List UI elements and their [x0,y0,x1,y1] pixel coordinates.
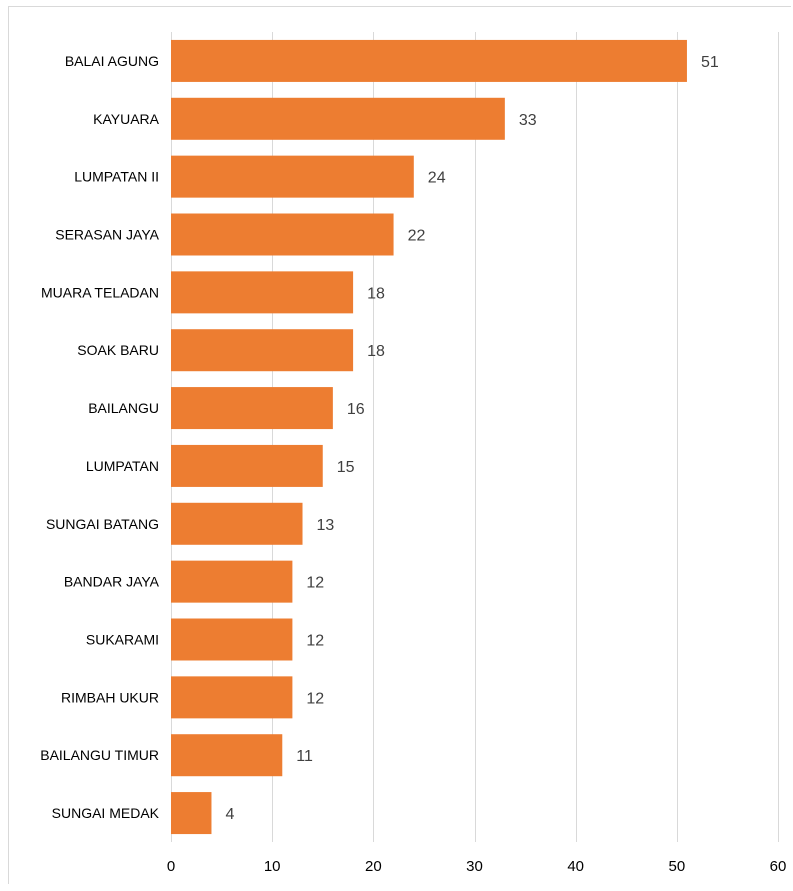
category-label-bandar-jaya: BANDAR JAYA [64,574,160,590]
bar-muara-teladan [171,271,354,314]
x-tick-label-60: 60 [770,858,787,875]
bar-balai-agung [171,39,687,82]
data-label-sukarami: 12 [306,633,324,650]
category-label-bailangu: BAILANGU [88,400,159,416]
bar-bandar-jaya [171,560,293,603]
data-labels: 51 33 24 22 18 18 16 15 13 12 12 12 11 4 [225,54,718,823]
data-label-muara-teladan: 18 [367,285,385,302]
x-tick-label-40: 40 [567,858,584,875]
bar-sungai-batang [171,502,303,545]
category-label-muara-teladan: MUARA TELADAN [41,284,159,300]
data-label-balai-agung: 51 [701,54,719,71]
category-label-kayuara: KAYUARA [93,111,160,127]
x-axis-tick-labels: 0 10 20 30 40 50 60 [167,858,787,875]
x-tick-label-10: 10 [264,858,281,875]
category-label-lumpatan-ii: LUMPATAN II [74,169,159,185]
category-label-balai-agung: BALAI AGUNG [65,53,159,69]
x-tick-label-20: 20 [365,858,382,875]
data-label-bandar-jaya: 12 [306,575,324,592]
category-label-sungai-medak: SUNGAI MEDAK [52,805,160,821]
bar-bailangu-timur [171,734,283,777]
bar-lumpatan-ii [171,155,414,198]
category-label-bailangu-timur: BAILANGU TIMUR [40,747,159,763]
data-label-lumpatan-ii: 24 [428,170,446,187]
x-tick-label-0: 0 [167,858,175,875]
data-label-rimbah-ukur: 12 [306,690,324,707]
bar-sungai-medak [171,792,212,835]
category-label-rimbah-ukur: RIMBAH UKUR [61,689,159,705]
bar-kayuara [171,97,505,140]
category-label-sukarami: SUKARAMI [86,632,159,648]
data-label-serasan-jaya: 22 [408,228,426,245]
data-label-bailangu-timur: 11 [296,748,313,765]
data-label-bailangu: 16 [347,401,365,418]
chart-border [8,6,791,884]
bar-lumpatan [171,444,323,487]
data-label-soak-baru: 18 [367,343,385,360]
x-tick-label-30: 30 [466,858,483,875]
category-label-soak-baru: SOAK BARU [77,342,159,358]
data-label-sungai-batang: 13 [317,517,335,534]
category-label-serasan-jaya: SERASAN JAYA [55,227,159,243]
bar-serasan-jaya [171,213,394,256]
bars [171,39,687,835]
bar-rimbah-ukur [171,676,293,719]
category-label-sungai-batang: SUNGAI BATANG [46,516,159,532]
data-label-sungai-medak: 4 [225,806,234,823]
bar-soak-baru [171,329,354,372]
bar-sukarami [171,618,293,661]
category-labels: BALAI AGUNG KAYUARA LUMPATAN II SERASAN JAY… [40,53,159,821]
data-label-kayuara: 33 [519,112,537,129]
data-label-lumpatan: 15 [337,459,355,476]
category-label-lumpatan: LUMPATAN [86,458,159,474]
bar-bailangu [171,387,333,430]
x-tick-label-50: 50 [668,858,685,875]
